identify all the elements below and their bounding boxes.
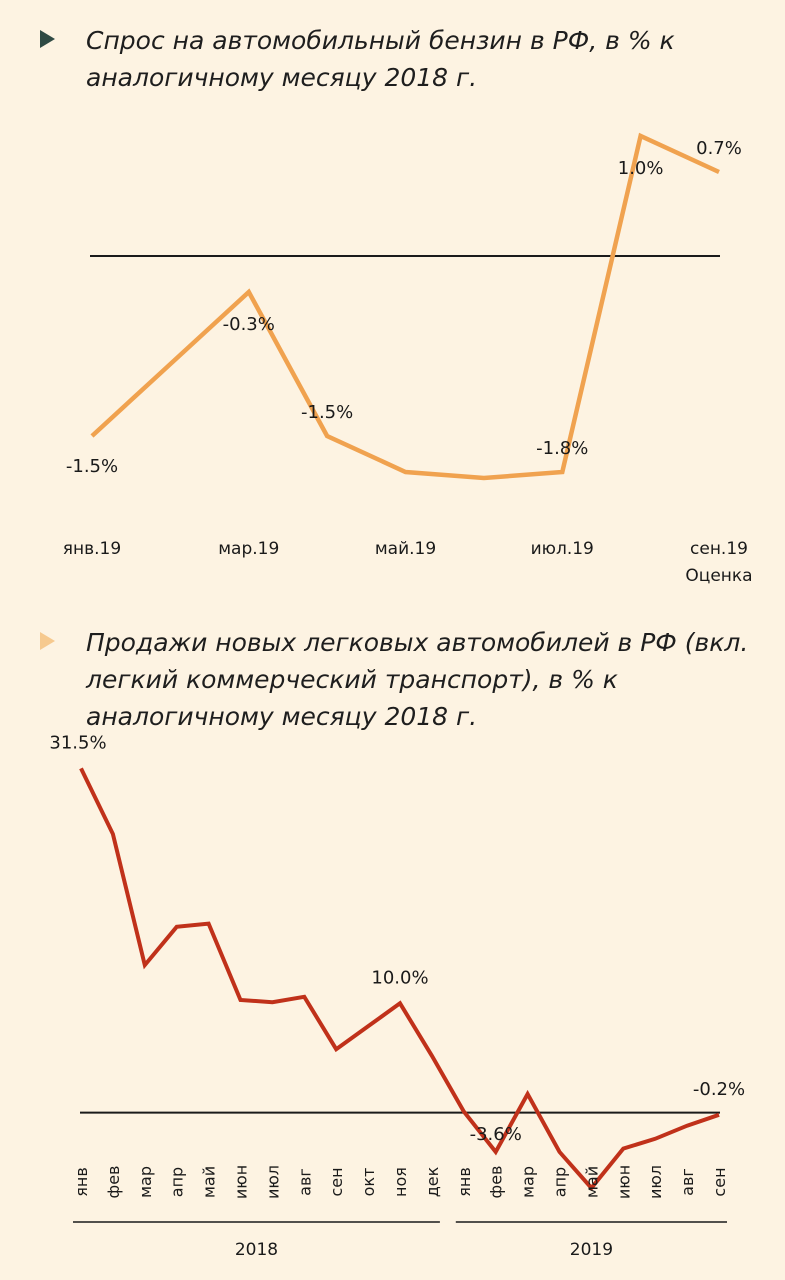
data-label: -0.3% <box>223 314 275 335</box>
x-tick-label: июл.19 <box>531 539 594 559</box>
data-label: -1.5% <box>66 456 118 477</box>
x-tick-label: окт <box>359 1168 378 1197</box>
x-tick-label: май <box>582 1166 601 1198</box>
x-tick-label: дек <box>423 1166 442 1197</box>
x-tick-label: янв <box>72 1167 91 1197</box>
x-tick-label: фев <box>487 1166 506 1199</box>
x-tick-label: июл <box>646 1165 665 1199</box>
x-tick-label: мар <box>136 1166 155 1198</box>
series-line <box>79 767 720 1192</box>
chart1-title: Спрос на автомобильный бензин в РФ, в % … <box>86 26 675 92</box>
x-tick-label: июн <box>614 1165 633 1199</box>
chart2-title: Продажи новых легковых автомобилей в РФ … <box>86 628 749 731</box>
x-tick-label: мар <box>519 1166 538 1198</box>
data-label: 1.0% <box>618 158 664 179</box>
data-label: -1.5% <box>301 402 353 423</box>
chart1-title-marker-icon <box>40 30 55 48</box>
data-label: -1.8% <box>536 438 588 459</box>
x-tick-label: июл <box>263 1165 282 1199</box>
x-tick-label: авг <box>295 1168 314 1196</box>
x-tick-label: май.19 <box>375 539 436 559</box>
group-label: 2018 <box>235 1240 278 1260</box>
group-label: 2019 <box>570 1240 613 1260</box>
data-label: 31.5% <box>49 732 106 753</box>
chart2-title-marker-icon <box>40 632 55 650</box>
data-label: -3.6% <box>470 1124 522 1145</box>
data-label: 0.7% <box>696 138 742 159</box>
data-label: -0.2% <box>693 1079 745 1100</box>
x-tick-label: янв.19 <box>63 539 121 559</box>
x-tick-label: май <box>200 1166 219 1198</box>
x-tick-label: фев <box>104 1166 123 1199</box>
x-tick-label: ноя <box>391 1167 410 1197</box>
x-tick-label: авг <box>678 1168 697 1196</box>
x-tick-label: апр <box>551 1167 570 1197</box>
x-tick-label: сен.19 <box>690 539 748 559</box>
x-tick-label: сен <box>710 1167 729 1196</box>
x-tick-sublabel: Оценка <box>685 566 752 586</box>
x-tick-label: июн <box>232 1165 251 1199</box>
x-tick-label: сен <box>327 1167 346 1196</box>
chart1-plot: -1.5% -0.3% -1.5% -1.8% 1.0% 0.7% янв.19 мар.19… <box>63 132 753 586</box>
x-tick-label: апр <box>168 1167 187 1197</box>
x-tick-label: янв <box>455 1167 474 1197</box>
x-tick-label: мар.19 <box>218 539 279 559</box>
data-label: 10.0% <box>371 967 428 988</box>
